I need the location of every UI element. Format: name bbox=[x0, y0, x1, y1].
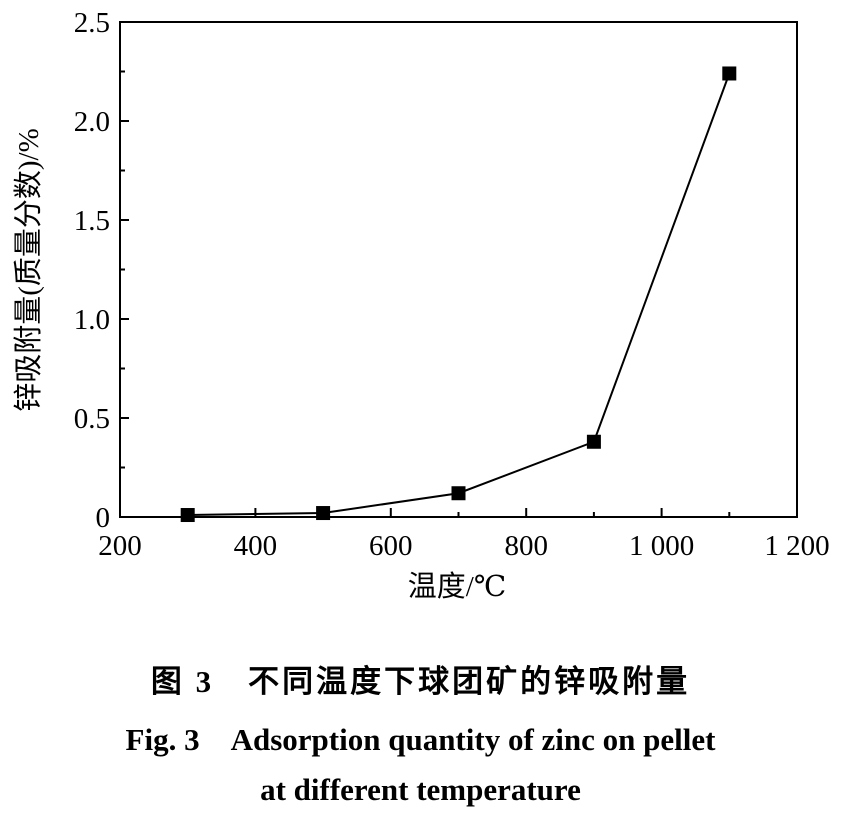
tick-labels: 200 400 600 800 1 000 1 200 0 0.5 1.0 1.5 2.0 2.5 bbox=[74, 7, 830, 562]
data-point-marker bbox=[316, 506, 331, 521]
y-tick-label: 0.5 bbox=[74, 403, 110, 435]
x-tick-label: 600 bbox=[369, 530, 413, 562]
figure-caption-chinese: 图 3 不同温度下球团矿的锌吸附量 bbox=[150, 664, 691, 699]
plot-frame bbox=[119, 21, 798, 518]
x-tick-label: 1 200 bbox=[764, 530, 829, 562]
data-point-marker bbox=[451, 486, 466, 501]
plot-area-border bbox=[119, 21, 798, 518]
axis-ticks bbox=[119, 21, 798, 518]
y-tick-label: 1.5 bbox=[74, 205, 110, 237]
x-tick-label: 200 bbox=[98, 530, 142, 562]
line-chart: 200 400 600 800 1 000 1 200 0 0.5 1.0 1.5 2.0 2.5 温… bbox=[12, 7, 830, 603]
series-line bbox=[187, 73, 731, 517]
y-axis-label: 锌吸附量(质量分数)/% bbox=[12, 128, 45, 412]
y-tick-label: 0 bbox=[96, 502, 111, 534]
x-tick-label: 400 bbox=[234, 530, 278, 562]
y-tick-label: 2.5 bbox=[74, 7, 110, 39]
data-point-marker bbox=[180, 508, 195, 523]
data-point-marker bbox=[586, 434, 601, 449]
y-tick-label: 1.0 bbox=[74, 304, 110, 336]
figure-caption-english-line1: Fig. 3 Adsorption quantity of zinc on pe… bbox=[125, 722, 716, 757]
data-point-marker bbox=[722, 66, 737, 81]
x-tick-label: 1 000 bbox=[629, 530, 694, 562]
x-axis-label: 温度/℃ bbox=[408, 570, 507, 603]
x-tick-label: 800 bbox=[504, 530, 548, 562]
figure-caption-english-line2: at different temperature bbox=[260, 772, 581, 807]
y-tick-label: 2.0 bbox=[74, 106, 110, 138]
data-series bbox=[180, 66, 737, 523]
